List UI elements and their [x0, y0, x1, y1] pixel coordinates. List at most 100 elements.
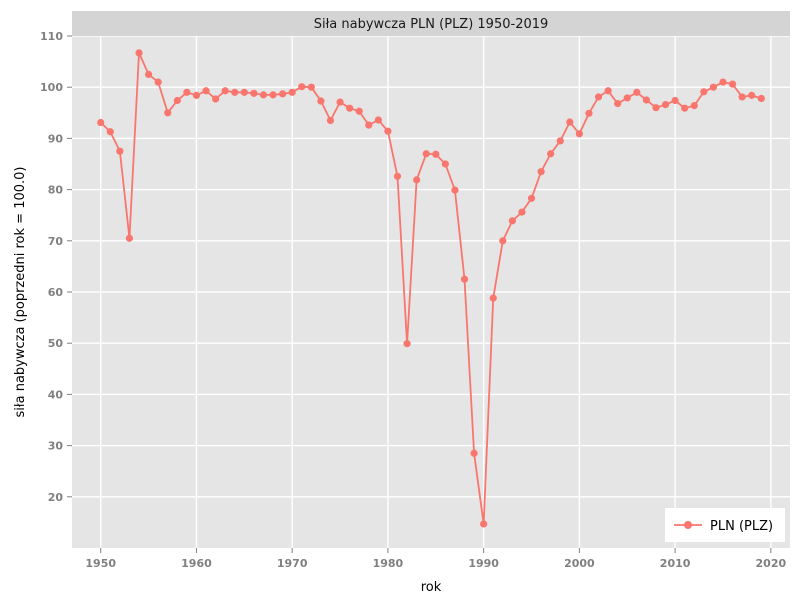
data-point: [317, 97, 325, 105]
data-point: [154, 78, 162, 86]
data-point: [384, 127, 392, 135]
data-point: [709, 83, 718, 91]
data-point: [681, 104, 689, 112]
data-point: [212, 95, 220, 103]
grid-lines: [72, 35, 790, 548]
data-point: [288, 88, 296, 96]
data-point: [585, 109, 593, 117]
data-point: [671, 96, 679, 105]
data-point: [748, 91, 756, 99]
data-point: [633, 88, 641, 96]
data-point: [690, 102, 698, 110]
x-tick-label: 2000: [564, 557, 595, 570]
data-point: [480, 520, 488, 528]
x-tick-label: 1970: [277, 557, 308, 570]
x-tick-label: 1950: [85, 557, 116, 570]
data-point: [451, 186, 459, 194]
data-point: [307, 83, 315, 91]
data-point: [164, 109, 172, 117]
y-axis-title: siła nabywcza (poprzedni rok = 100.0): [13, 167, 28, 418]
data-point: [144, 70, 153, 78]
data-point: [604, 87, 612, 95]
data-point: [489, 294, 497, 302]
x-tick-label: 1960: [181, 557, 212, 570]
data-point: [173, 96, 181, 105]
data-point: [594, 93, 603, 101]
data-point: [460, 275, 469, 283]
y-tick-label: 50: [48, 337, 64, 350]
data-point: [106, 128, 114, 136]
title-strip: [72, 11, 790, 36]
chart-title: Siła nabywcza PLN (PLZ) 1950-2019: [314, 17, 549, 32]
y-tick-label: 40: [48, 388, 64, 401]
data-point: [642, 96, 651, 104]
data-point: [298, 83, 306, 91]
data-point: [240, 88, 248, 96]
data-point: [326, 116, 335, 125]
data-point: [432, 150, 440, 158]
x-tick-label: 1980: [373, 557, 404, 570]
data-point: [365, 121, 373, 129]
data-point: [527, 194, 536, 202]
data-point: [116, 147, 124, 155]
axes: 1950 1960 1970 1980 1990 2000 2010 202020304050…: [40, 30, 786, 570]
data-point: [279, 90, 287, 98]
data-point: [614, 99, 622, 108]
y-tick-label: 60: [48, 286, 64, 299]
data-point: [441, 160, 449, 168]
data-point: [547, 150, 555, 158]
data-point: [575, 130, 583, 138]
data-point: [422, 150, 430, 158]
data-point: [393, 172, 402, 180]
data-point: [355, 107, 363, 115]
data-point: [757, 94, 765, 103]
data-point: [499, 237, 507, 245]
data-point: [202, 87, 210, 95]
data-point: [336, 98, 344, 106]
data-point: [221, 87, 229, 95]
data-point: [413, 176, 421, 184]
series-line: [100, 52, 762, 525]
data-point: [518, 208, 526, 216]
legend: PLN (PLZ): [665, 508, 785, 542]
data-point: [470, 449, 478, 457]
x-axis-title: rok: [421, 580, 442, 595]
data-point: [125, 234, 134, 242]
y-tick-label: 80: [48, 184, 64, 197]
data-point: [135, 49, 143, 57]
y-tick-label: 20: [48, 491, 64, 504]
y-tick-label: 90: [48, 132, 64, 145]
data-point: [374, 116, 382, 124]
data-point: [623, 94, 631, 102]
data-point: [403, 340, 411, 348]
x-tick-label: 2020: [756, 557, 787, 570]
data-point: [719, 78, 727, 86]
data-point: [231, 88, 239, 96]
legend-label: PLN (PLZ): [710, 519, 773, 534]
data-point: [508, 217, 516, 225]
data-point: [346, 104, 354, 112]
data-point: [652, 104, 660, 112]
data-point: [537, 168, 545, 176]
y-tick-label: 110: [40, 30, 63, 43]
legend-marker: [684, 521, 692, 529]
y-tick-label: 100: [40, 81, 63, 94]
data-point: [259, 91, 268, 99]
data-point: [738, 93, 746, 101]
y-tick-label: 30: [48, 440, 64, 453]
data-point: [97, 118, 105, 127]
data-point: [728, 80, 737, 88]
data-point: [183, 88, 191, 96]
data-point: [192, 91, 201, 99]
y-tick-label: 70: [48, 235, 64, 248]
data-point: [269, 91, 277, 99]
x-tick-label: 2010: [660, 557, 691, 570]
series-group: [97, 49, 765, 528]
data-point: [556, 137, 564, 145]
x-tick-label: 1990: [468, 557, 499, 570]
data-point: [700, 88, 708, 96]
data-point: [250, 89, 258, 97]
data-point: [566, 118, 574, 126]
data-point: [661, 101, 670, 109]
